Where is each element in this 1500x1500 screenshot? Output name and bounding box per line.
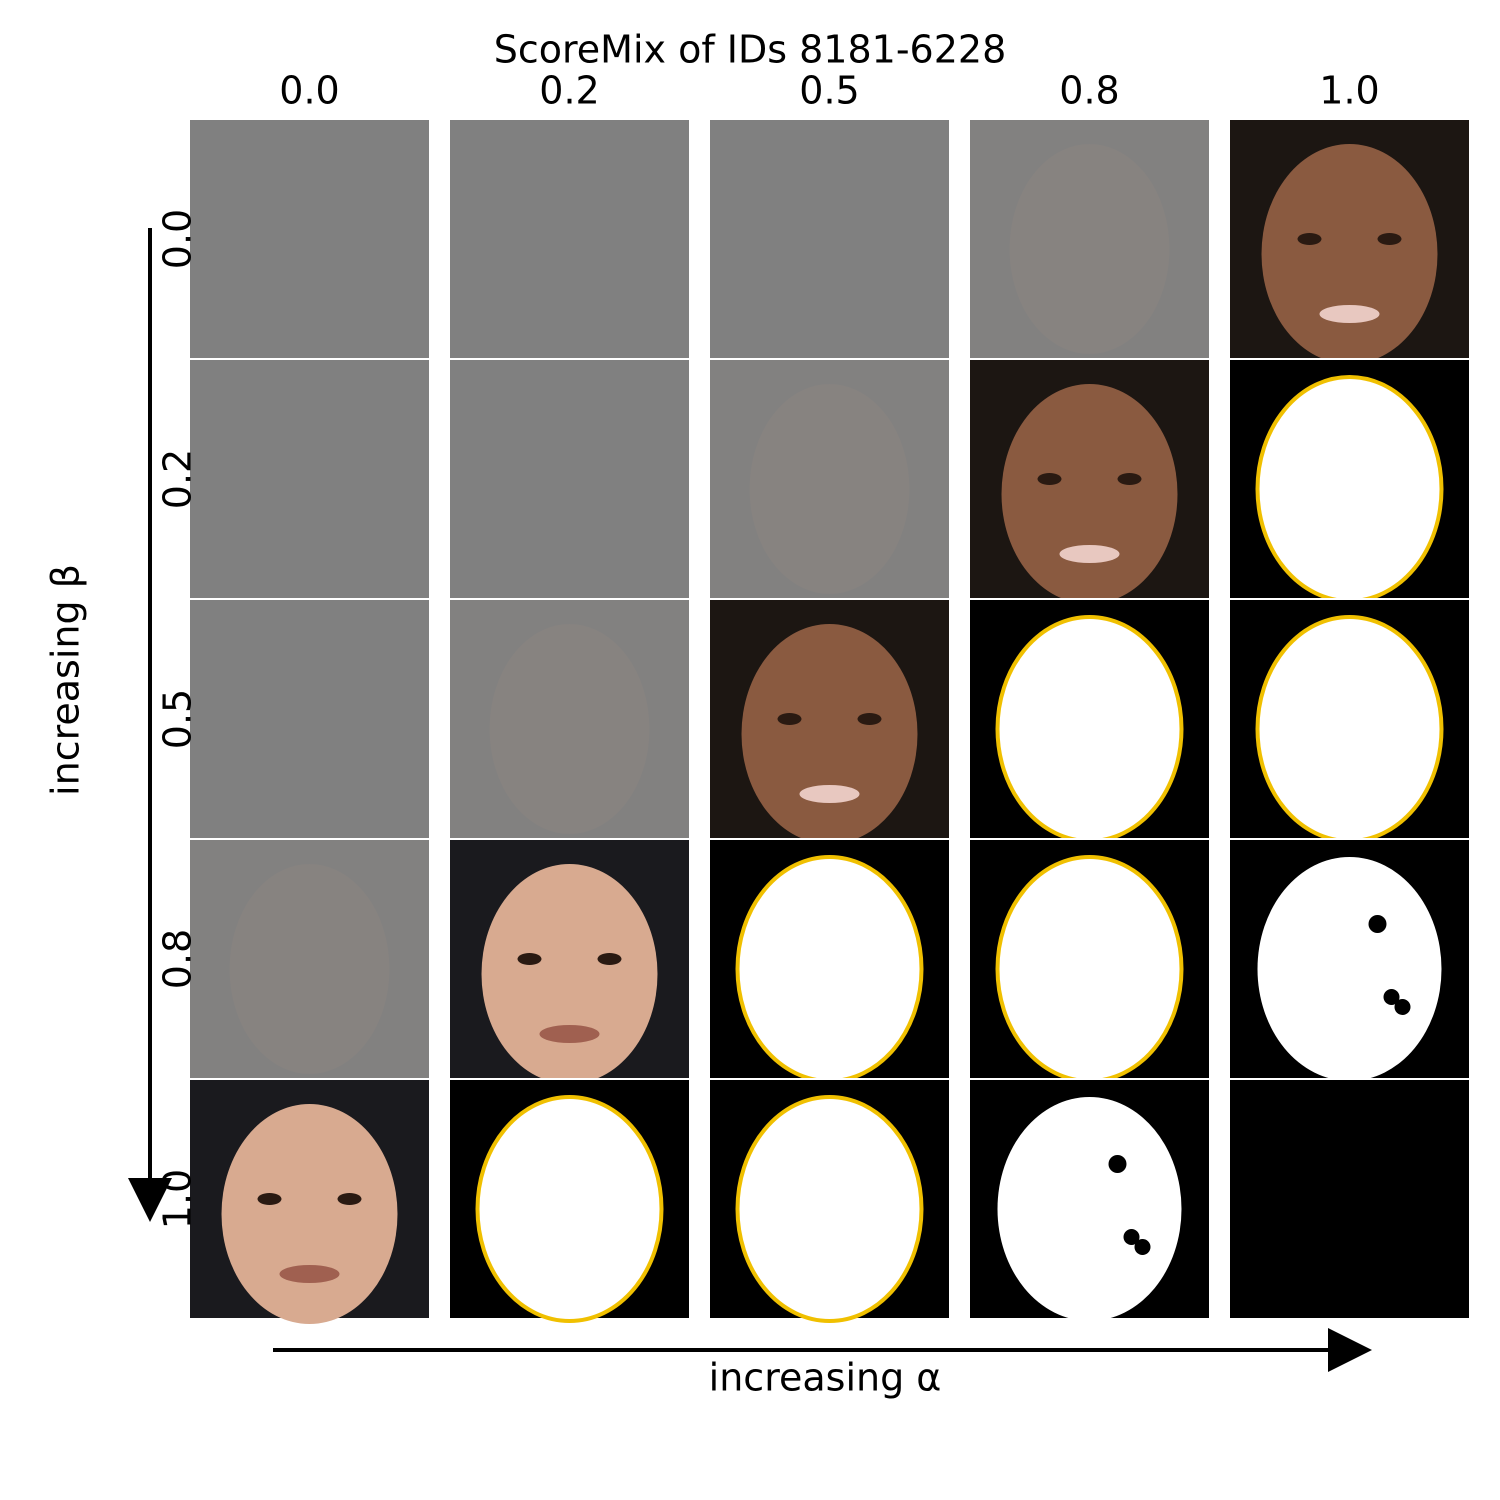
cell-background [190,360,429,598]
mask-face [735,1095,924,1323]
image-cell [1230,120,1469,364]
image-cell [710,840,949,1083]
faint-face [1009,144,1170,354]
image-cell [970,120,1209,358]
image-cell [710,1080,949,1323]
mask-face [735,855,924,1083]
cell-background [450,120,689,358]
column-label: 1.0 [1319,69,1379,113]
image-cell [190,120,429,358]
column-label: 0.8 [1059,69,1119,113]
eye [1117,473,1142,485]
x-axis-label: increasing α [709,1356,942,1400]
eye [1037,473,1062,485]
beta-arrow-head [128,1178,172,1222]
cell-background [450,360,689,598]
cell-background [710,120,949,358]
faint-face [489,624,650,834]
mouth [539,1025,600,1043]
mask-face [1255,375,1444,603]
image-cell [970,840,1209,1083]
image-cell [190,600,429,838]
row-label: 0.8 [156,929,200,989]
mouth [1319,305,1380,323]
mouth [1059,545,1120,563]
mask-face [995,615,1184,843]
image-cell [1230,600,1469,843]
faint-face [229,864,390,1074]
image-cell [1230,1080,1469,1318]
mask-dot [1108,1155,1127,1173]
eye [1297,233,1322,245]
eye [857,713,882,725]
image-cell [190,840,429,1078]
image-cell [970,1080,1209,1321]
row-label: 0.0 [156,209,200,269]
image-cell [710,360,949,598]
mask-dot [1123,1229,1140,1245]
column-label: 0.0 [279,69,339,113]
image-cell [710,120,949,358]
image-cell [450,600,689,838]
column-label: 0.2 [539,69,599,113]
face [481,864,658,1084]
faint-face [749,384,910,594]
row-label: 0.2 [156,449,200,509]
image-cell [450,1080,689,1323]
face [1001,384,1178,604]
eye [1377,233,1402,245]
y-axis-label: increasing β [44,564,88,796]
image-cell [970,600,1209,843]
image-cell [190,360,429,598]
image-cell [1230,360,1469,603]
mask-face [1257,857,1442,1081]
figure-title: ScoreMix of IDs 8181-6228 [494,28,1007,72]
mask-face [475,1095,664,1323]
row-label: 1.0 [156,1169,200,1229]
eye [517,953,542,965]
image-cell [450,840,689,1084]
mask-dot [1383,989,1400,1005]
eye [597,953,622,965]
image-grid [190,120,1469,1324]
mask-dot [1134,1239,1151,1255]
image-cell [710,600,949,844]
mask-face [995,855,1184,1083]
mask-face [1255,615,1444,843]
column-label: 0.5 [799,69,859,113]
alpha-arrow-head [1328,1328,1372,1372]
mask-face [997,1097,1182,1321]
mask-dot [1394,999,1411,1015]
face [741,624,918,844]
mouth [799,785,860,803]
cell-background [190,600,429,838]
cell-background [1230,1080,1469,1318]
face [221,1104,398,1324]
eye [337,1193,362,1205]
row-label: 0.5 [156,689,200,749]
mask-dot [1368,915,1387,933]
image-cell [970,360,1209,604]
image-cell [190,1080,429,1324]
face [1261,144,1438,364]
mouth [279,1265,340,1283]
image-cell [450,360,689,598]
image-cell [450,120,689,358]
cell-background [190,120,429,358]
eye [777,713,802,725]
image-cell [1230,840,1469,1081]
eye [257,1193,282,1205]
